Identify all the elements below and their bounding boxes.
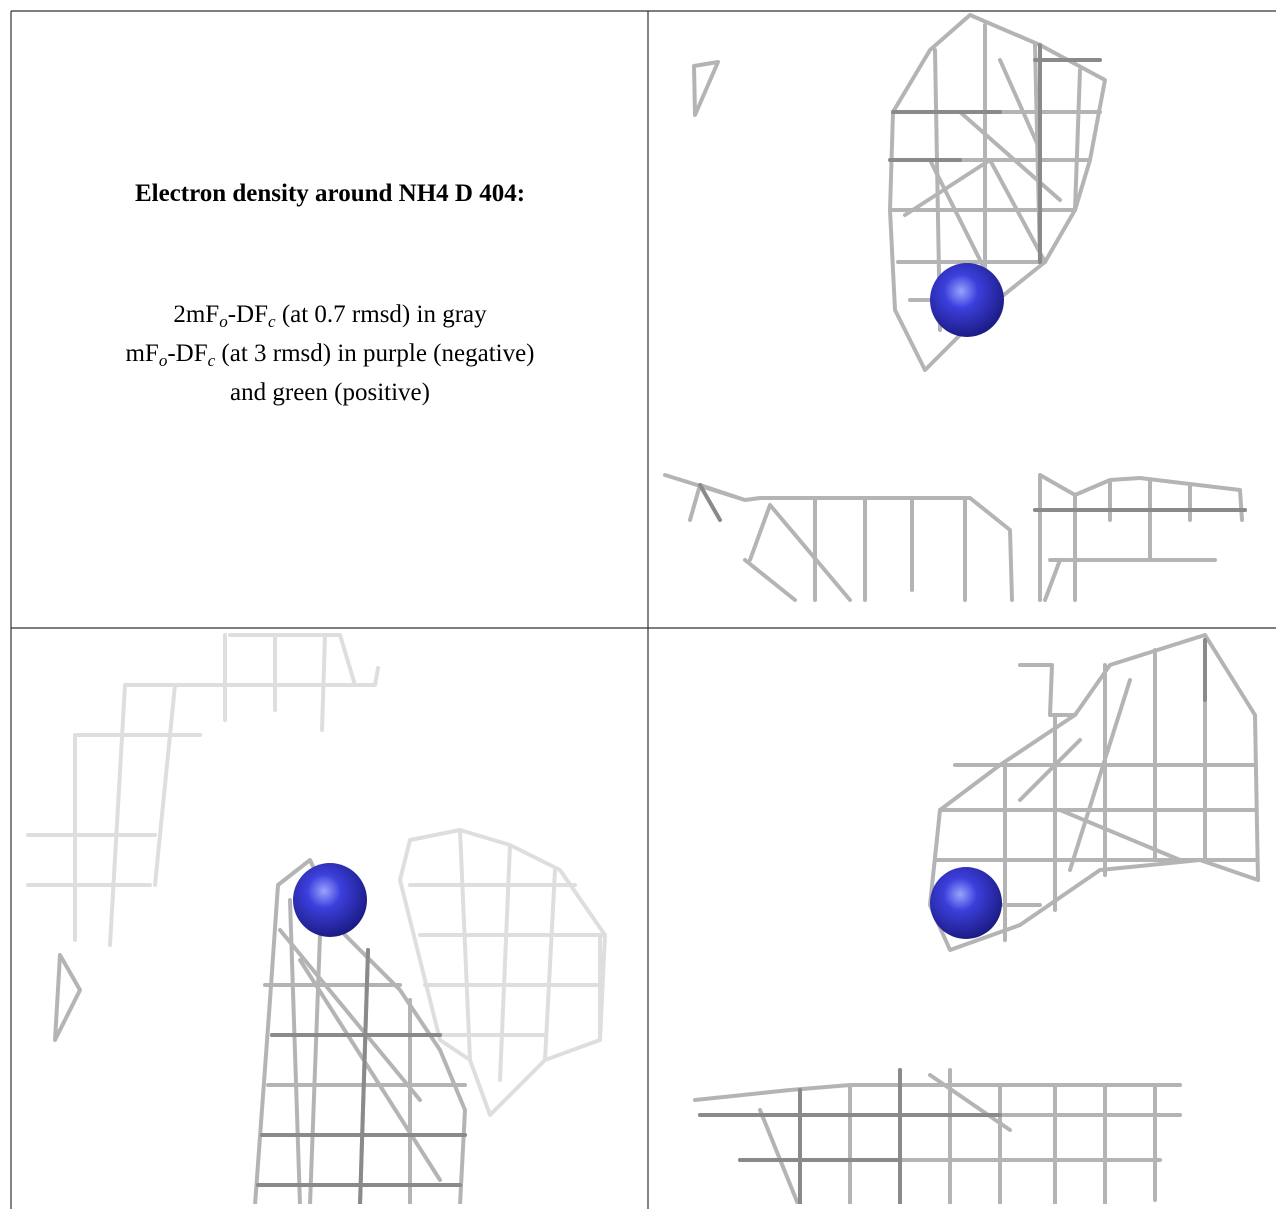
caption-text: (at 3 rmsd) in purple (negative) <box>215 340 535 367</box>
density-panel-bottom-right <box>693 633 1260 1204</box>
table-borders <box>10 10 1276 1209</box>
caption-lines: 2mFo-DFc (at 0.7 rmsd) in gray mFo-DFc (a… <box>12 295 648 412</box>
caption-text: mF <box>125 340 159 367</box>
subscript: c <box>207 351 216 370</box>
caption-text: 2mF <box>173 301 220 328</box>
mesh-near <box>698 638 1207 1204</box>
mesh <box>53 858 467 1204</box>
subscript: o <box>219 312 228 331</box>
density-panel-top-right <box>663 13 1247 602</box>
ammonium-sphere <box>930 867 1002 939</box>
caption-text: (at 0.7 rmsd) in gray <box>275 301 487 328</box>
mesh-far <box>26 633 607 1117</box>
density-panel-bottom-left <box>26 633 607 1204</box>
caption-line: and green (positive) <box>12 373 648 412</box>
ammonium-sphere <box>930 263 1004 337</box>
caption-text: -DF <box>167 340 208 367</box>
caption-title: Electron density around NH4 D 404: <box>134 180 526 207</box>
caption-cell: Electron density around NH4 D 404: 2mFo-… <box>12 12 648 628</box>
caption-line: mFo-DFc (at 3 rmsd) in purple (negative) <box>12 334 648 373</box>
caption-text: -DF <box>227 301 269 328</box>
subscript: o <box>158 351 168 370</box>
subscript: c <box>268 312 276 331</box>
caption-text: and green (positive) <box>230 379 430 406</box>
ammonium-sphere <box>293 863 367 937</box>
mesh-near <box>256 948 467 1204</box>
mesh-near <box>698 43 1247 522</box>
caption-line: 2mFo-DFc (at 0.7 rmsd) in gray <box>12 295 648 334</box>
